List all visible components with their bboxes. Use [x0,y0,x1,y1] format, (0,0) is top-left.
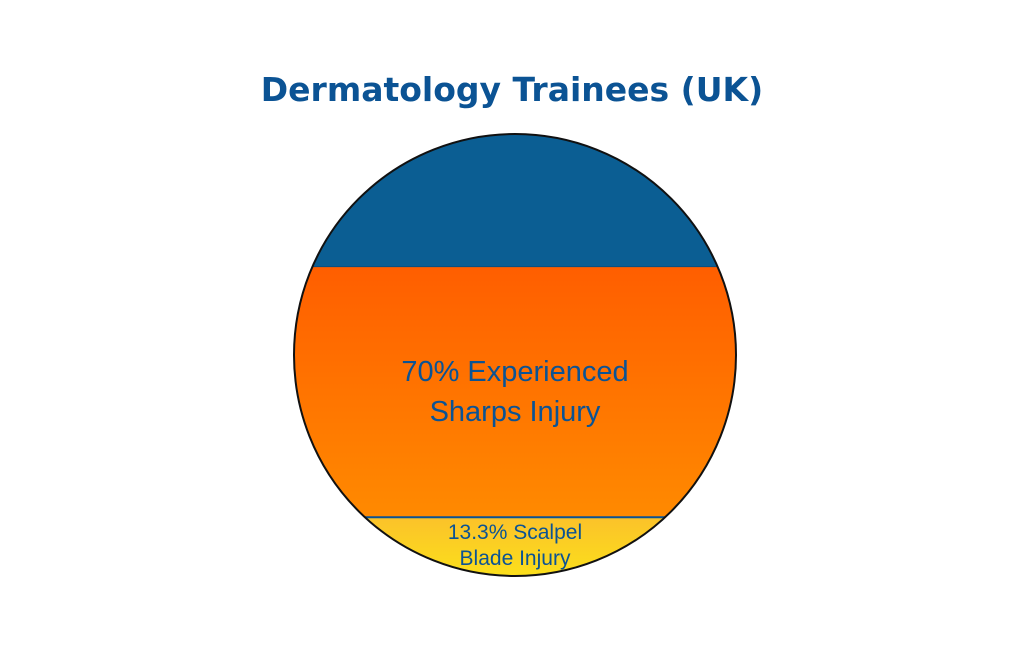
pie-outline [293,133,737,577]
sharps-injury-label: 70% Experienced [401,356,628,388]
scalpel-blade-injury-label: 13.3% Scalpel [448,521,582,544]
segment-remainder [294,134,736,268]
sharps-injury-label: Sharps Injury [430,396,601,428]
segment-sharps-injury [294,266,736,519]
scalpel-blade-injury-label: Blade Injury [460,547,571,570]
chart-title: Dermatology Trainees (UK) [260,70,764,109]
